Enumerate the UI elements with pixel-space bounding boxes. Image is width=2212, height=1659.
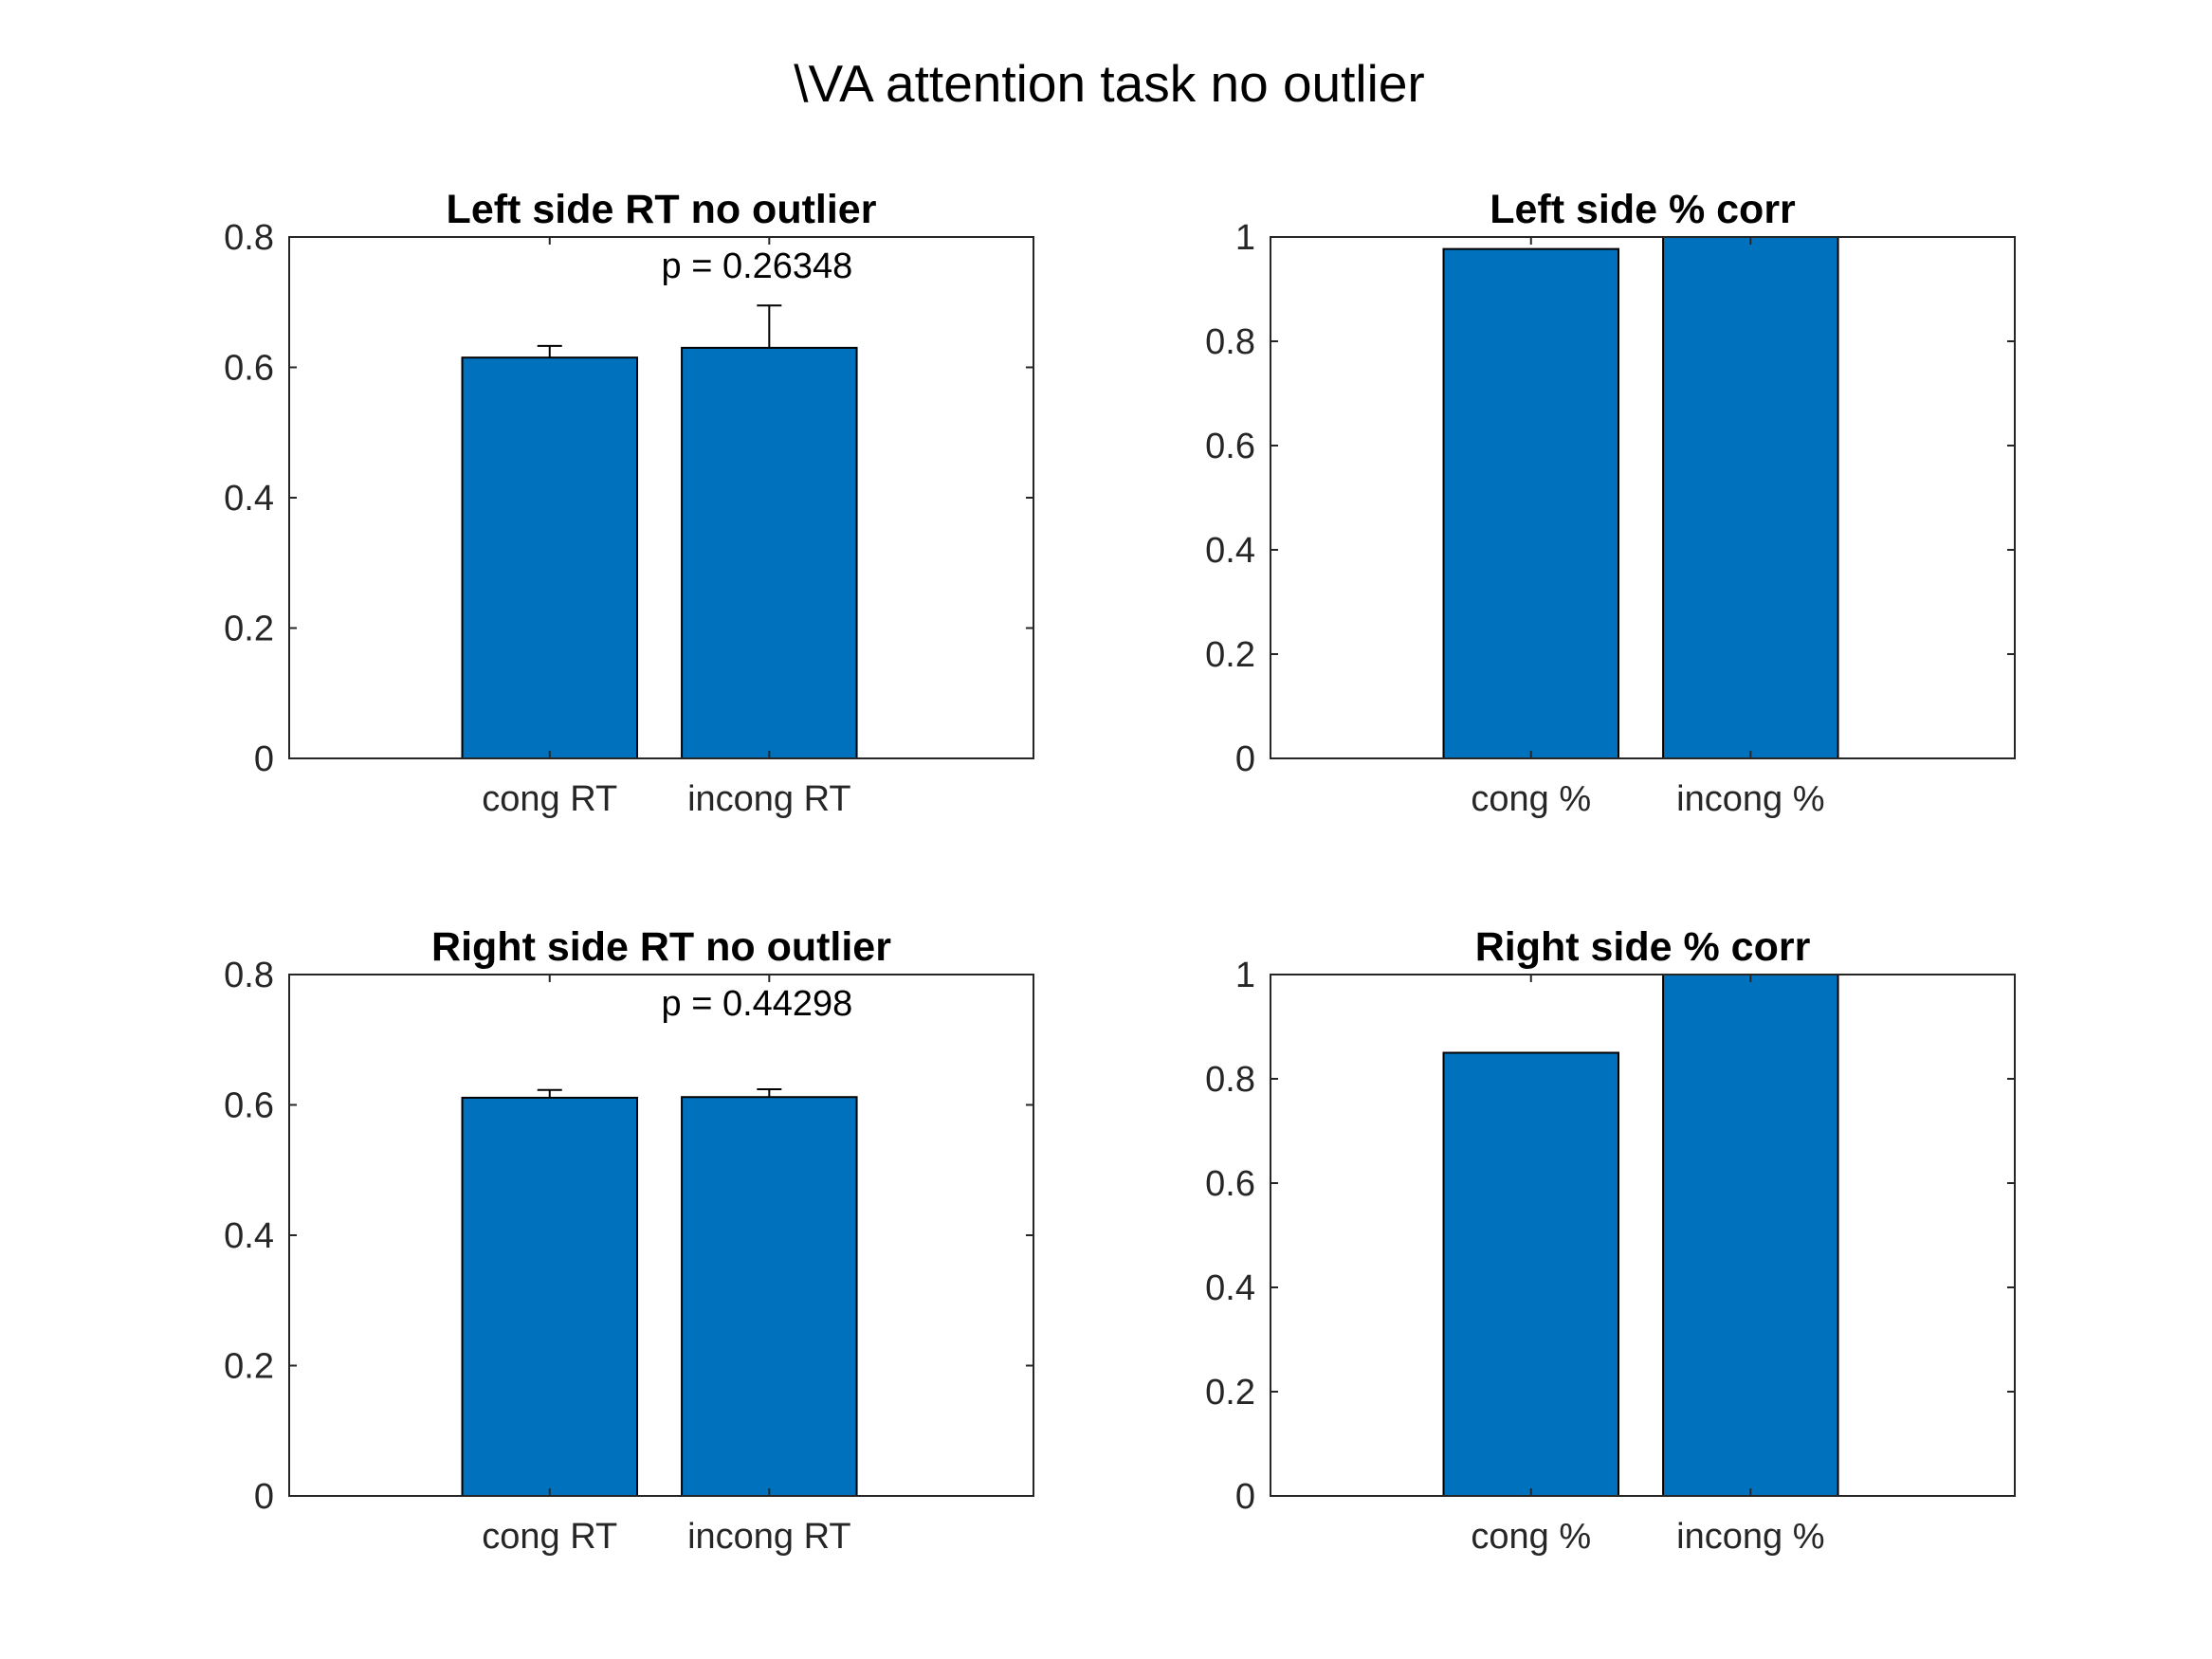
axes-frame bbox=[288, 974, 1034, 1497]
y-tick-label: 1 bbox=[1235, 218, 1255, 258]
subplot-title: Left side RT no outlier bbox=[447, 187, 877, 232]
y-tick-label: 0.2 bbox=[224, 1347, 274, 1387]
y-tick-label: 0.8 bbox=[1205, 322, 1255, 362]
x-tick-label: incong % bbox=[1676, 1517, 1824, 1557]
subplot-1: 0 0.2 0.4 0.6 0.8 cong RT incong RT Left side R… bbox=[224, 187, 1034, 819]
x-tick-label: cong % bbox=[1471, 779, 1591, 819]
subplot-title: Right side % corr bbox=[1475, 924, 1811, 970]
x-tick-label: incong % bbox=[1676, 779, 1824, 819]
x-tick-label: incong RT bbox=[687, 779, 851, 819]
y-tick-label: 0 bbox=[1235, 1477, 1255, 1517]
bar-cong- bbox=[1442, 1051, 1619, 1497]
subplot-title: Right side RT no outlier bbox=[431, 924, 891, 970]
bar-incong-rt bbox=[681, 1096, 858, 1497]
error-bar-1 bbox=[537, 344, 562, 358]
y-tick-label: 0.6 bbox=[1205, 1164, 1255, 1204]
y-tick-label: 0.6 bbox=[1205, 427, 1255, 466]
y-tick-label: 0.2 bbox=[1205, 1373, 1255, 1413]
y-tick-label: 0 bbox=[1235, 739, 1255, 779]
subplot-3: 0 0.2 0.4 0.6 0.8 cong RT incong RT Right side … bbox=[224, 924, 1034, 1557]
bar-cong-rt bbox=[461, 356, 638, 759]
y-tick-label: 0.4 bbox=[224, 479, 274, 519]
error-bar-2 bbox=[757, 1088, 782, 1098]
subplot-title: Left side % corr bbox=[1490, 187, 1796, 232]
y-tick-label: 0.4 bbox=[224, 1216, 274, 1256]
y-tick-label: 0 bbox=[254, 739, 274, 779]
y-tick-label: 0 bbox=[254, 1477, 274, 1517]
y-tick-label: 0.6 bbox=[224, 349, 274, 389]
y-tick-label: 0.4 bbox=[1205, 1268, 1255, 1308]
p-value-annotation: p = 0.44298 bbox=[662, 984, 853, 1024]
x-tick-label: cong RT bbox=[482, 779, 617, 819]
bar-cong-rt bbox=[461, 1096, 638, 1497]
subplot-2: 0 0.2 0.4 0.6 0.8 1 cong % incong % Left side % … bbox=[1205, 187, 2016, 819]
x-tick-label: cong % bbox=[1471, 1517, 1591, 1557]
bar-cong- bbox=[1442, 247, 1619, 759]
y-tick-label: 0.8 bbox=[224, 956, 274, 995]
bar-incong- bbox=[1662, 974, 1839, 1497]
x-tick-label: cong RT bbox=[482, 1517, 617, 1557]
y-tick-label: 0.4 bbox=[1205, 531, 1255, 571]
y-tick-label: 0.8 bbox=[224, 218, 274, 258]
error-bar-1 bbox=[537, 1088, 562, 1098]
y-tick-label: 0.6 bbox=[224, 1086, 274, 1126]
axes-frame bbox=[288, 236, 1034, 759]
p-value-annotation: p = 0.26348 bbox=[662, 246, 853, 286]
y-tick-label: 0.8 bbox=[1205, 1060, 1255, 1100]
y-tick-label: 0.2 bbox=[1205, 635, 1255, 675]
error-bar-2 bbox=[757, 304, 782, 348]
axes-frame bbox=[1270, 974, 2016, 1497]
bar-incong- bbox=[1662, 236, 1839, 759]
bar-incong-rt bbox=[681, 346, 858, 759]
x-tick-label: incong RT bbox=[687, 1517, 851, 1557]
figure-title: \VA attention task no outlier bbox=[794, 54, 1425, 113]
y-tick-label: 1 bbox=[1235, 956, 1255, 995]
subplot-4: 0 0.2 0.4 0.6 0.8 1 cong % incong % Right side %… bbox=[1205, 924, 2016, 1557]
y-tick-label: 0.2 bbox=[224, 610, 274, 649]
axes-frame bbox=[1270, 236, 2016, 759]
